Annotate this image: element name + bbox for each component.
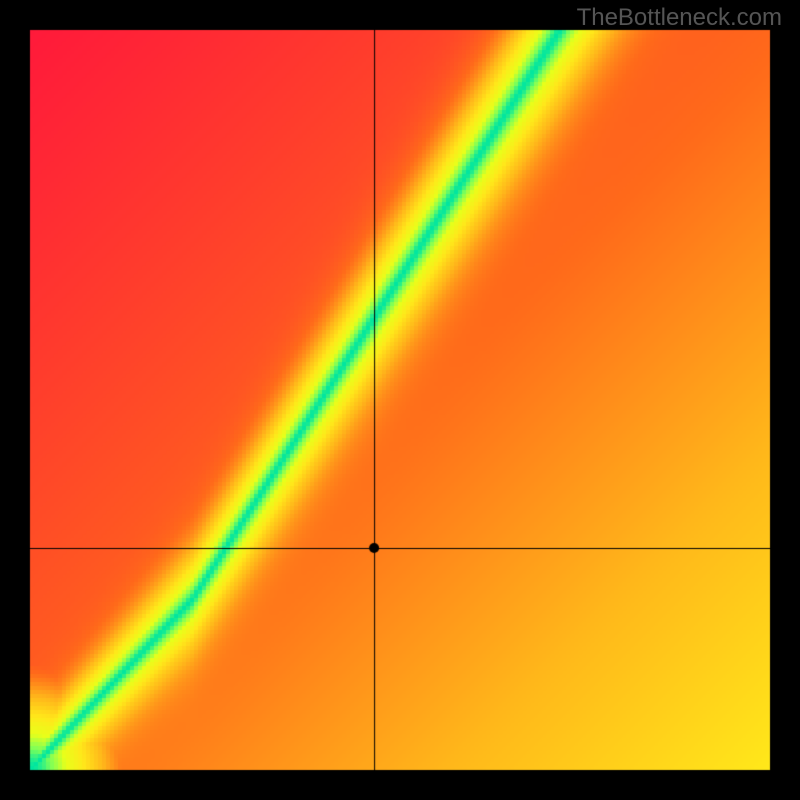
watermark-text: TheBottleneck.com — [577, 4, 782, 32]
chart-container: TheBottleneck.com — [0, 0, 800, 800]
heatmap-canvas — [0, 0, 800, 800]
